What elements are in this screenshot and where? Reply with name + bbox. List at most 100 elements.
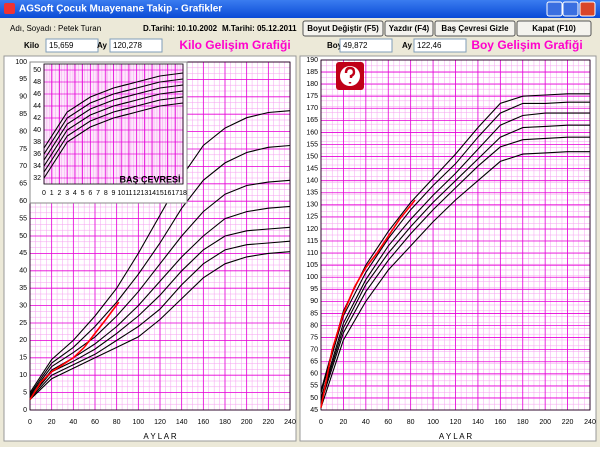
- y-tick-label: 95: [19, 76, 27, 83]
- x-tick-label: 16: [164, 190, 172, 197]
- y-tick-label: 85: [310, 310, 318, 317]
- y-tick-label: 30: [19, 302, 27, 309]
- x-tick-label: 15: [156, 190, 164, 197]
- input-box[interactable]: [339, 38, 393, 53]
- input-value[interactable]: 15,659: [49, 41, 74, 50]
- input-value[interactable]: 122,46: [417, 41, 442, 50]
- x-tick-label: 120: [450, 419, 462, 426]
- x-tick-label: 13: [140, 190, 148, 197]
- x-tick-label: 60: [91, 419, 99, 426]
- x-tick-label: 220: [562, 419, 574, 426]
- y-tick-label: 55: [19, 215, 27, 222]
- y-tick-label: 165: [306, 117, 318, 124]
- y-tick-label: 185: [306, 69, 318, 76]
- series-line: [320, 93, 590, 391]
- plot-frame: [320, 59, 591, 411]
- series-line: [43, 90, 184, 167]
- x-tick-label: 3: [65, 190, 69, 197]
- y-tick-label: 40: [19, 268, 27, 275]
- series-line: [29, 179, 291, 396]
- y-tick-label: 135: [306, 190, 318, 197]
- y-tick-label: 125: [306, 214, 318, 221]
- series-line: [29, 110, 291, 393]
- y-tick-label: 105: [306, 262, 318, 269]
- input-box[interactable]: [45, 38, 99, 53]
- maximize-button[interactable]: [562, 1, 579, 17]
- y-tick-label: 80: [310, 322, 318, 329]
- y-tick-label: 55: [310, 383, 318, 390]
- y-tick-label: 50: [33, 67, 41, 74]
- x-tick-label: 0: [42, 190, 46, 197]
- series-line: [320, 101, 590, 394]
- button[interactable]: [302, 20, 384, 37]
- button-label[interactable]: Kapat (F10): [532, 24, 576, 33]
- y-tick-label: 95: [310, 286, 318, 293]
- y-tick-label: 45: [19, 250, 27, 257]
- y-tick-label: 155: [306, 141, 318, 148]
- x-tick-label: 160: [197, 419, 209, 426]
- x-tick-label: 80: [113, 419, 121, 426]
- close-button[interactable]: [579, 1, 596, 17]
- x-tick-label: 0: [28, 419, 32, 426]
- y-tick-label: 65: [19, 181, 27, 188]
- minimize-button[interactable]: [546, 1, 563, 17]
- series-line: [320, 199, 416, 408]
- x-tick-label: 9: [112, 190, 116, 197]
- series-line: [320, 151, 590, 408]
- y-tick-label: 140: [306, 178, 318, 185]
- y-tick-label: 100: [306, 274, 318, 281]
- y-tick-label: 180: [306, 81, 318, 88]
- window-title: AGSoft Çocuk Muayenane Takip - Grafikler: [19, 4, 222, 15]
- x-tick-label: 11: [125, 190, 132, 197]
- x-tick-label: 100: [427, 419, 439, 426]
- x-tick-label: 80: [407, 419, 415, 426]
- y-tick-label: 75: [19, 146, 27, 153]
- x-axis-label: A Y L A R: [439, 432, 472, 441]
- y-tick-label: 44: [33, 103, 41, 110]
- plot-frame: [43, 63, 184, 185]
- x-tick-label: 120: [154, 419, 166, 426]
- birth-date: D.Tarihi: 10.10.2002: [143, 24, 218, 33]
- help-icon[interactable]: [336, 62, 364, 90]
- series-line: [320, 124, 590, 401]
- chart-title: Kilo Gelişim Grafiği: [179, 38, 290, 52]
- height-panel: [299, 55, 597, 442]
- x-tick-label: 200: [241, 419, 253, 426]
- x-tick-label: 1: [50, 190, 54, 197]
- y-tick-label: 15: [19, 355, 27, 362]
- y-tick-label: 32: [33, 175, 41, 182]
- field-label: Boy: [327, 41, 343, 50]
- chart: 0 20 40 60 80 100 120 140 160 180 200 220 240 45 50 55 6…: [306, 38, 596, 441]
- input-box[interactable]: [109, 38, 163, 53]
- button-label[interactable]: Boyut Değiştir (F5): [307, 24, 379, 33]
- y-tick-label: 65: [310, 359, 318, 366]
- x-tick-label: 200: [539, 419, 551, 426]
- x-tick-label: 5: [81, 190, 85, 197]
- series-line: [29, 226, 291, 399]
- button-label[interactable]: Baş Çevresi Gizle: [441, 24, 509, 33]
- y-tick-label: 48: [33, 79, 41, 86]
- button[interactable]: [516, 20, 592, 37]
- x-tick-label: 240: [284, 419, 296, 426]
- y-tick-label: 60: [19, 198, 27, 205]
- x-tick-label: 40: [69, 419, 77, 426]
- series-line: [29, 251, 291, 400]
- y-tick-label: 160: [306, 129, 318, 136]
- y-tick-label: 150: [306, 153, 318, 160]
- x-tick-label: 140: [472, 419, 484, 426]
- y-tick-label: 145: [306, 165, 318, 172]
- input-value[interactable]: 49,872: [343, 41, 368, 50]
- y-tick-label: 60: [310, 371, 318, 378]
- button-label[interactable]: Yazdır (F4): [389, 24, 430, 33]
- x-tick-label: 4: [73, 190, 77, 197]
- input-value[interactable]: 120,278: [113, 41, 142, 50]
- input-box[interactable]: [413, 38, 467, 53]
- button[interactable]: [434, 20, 516, 37]
- x-tick-label: 140: [176, 419, 188, 426]
- button[interactable]: [384, 20, 434, 37]
- series-line: [29, 144, 291, 395]
- x-tick-label: 220: [262, 419, 274, 426]
- inset-background: [29, 61, 188, 204]
- patient-name: Adı, Soyadı : Petek Turan: [10, 24, 101, 33]
